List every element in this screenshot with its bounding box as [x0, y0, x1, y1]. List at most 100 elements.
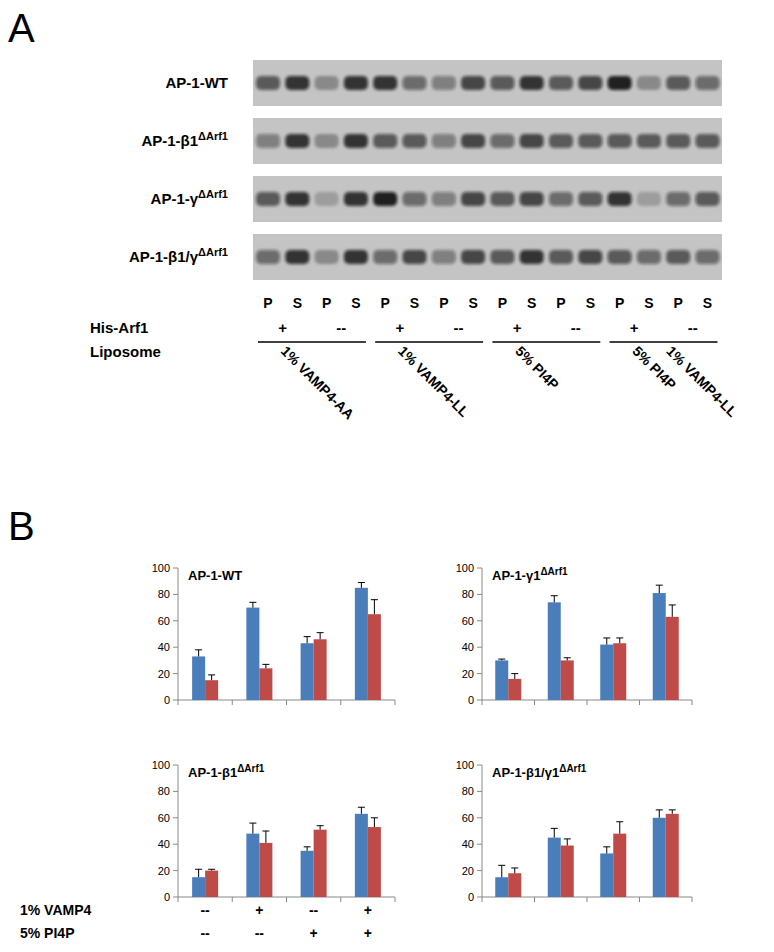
x-tick	[395, 700, 396, 705]
y-tick-label: 100	[456, 759, 474, 771]
y-tick-label: 20	[158, 668, 170, 680]
y-tick	[173, 897, 178, 898]
x-tick	[286, 897, 287, 902]
error-bar	[208, 675, 215, 680]
error-stem	[252, 602, 253, 607]
bar	[561, 846, 574, 897]
bar-chart: 020406080100AP-1-β1ΔArf1	[152, 759, 395, 903]
bars	[495, 810, 679, 897]
y-tick	[477, 791, 482, 792]
y-tick-label: 0	[468, 891, 474, 903]
blot-label: AP-1-WT	[166, 74, 229, 91]
error-stem	[307, 847, 308, 851]
error-bar	[262, 664, 269, 668]
his-arf1-mark: +	[630, 319, 639, 336]
error-bar	[304, 637, 311, 644]
band	[432, 134, 456, 148]
band	[403, 250, 427, 264]
bars	[192, 583, 381, 700]
error-stem	[211, 675, 212, 680]
error-cap	[603, 637, 610, 638]
bar	[508, 873, 521, 897]
bar	[548, 602, 561, 700]
y-tick	[477, 817, 482, 818]
x-tick	[286, 700, 287, 705]
band	[344, 134, 368, 148]
error-stem	[619, 638, 620, 643]
x-tick	[692, 897, 693, 902]
y-tick	[173, 673, 178, 674]
y-tick	[173, 791, 178, 792]
lane-label: S	[703, 295, 712, 311]
error-bar	[358, 583, 365, 588]
error-cap	[358, 807, 365, 808]
error-cap	[208, 869, 215, 870]
condition-mark: +	[310, 925, 318, 941]
bar	[613, 643, 626, 700]
lane-label: S	[468, 295, 477, 311]
error-stem	[514, 868, 515, 873]
error-stem	[361, 583, 362, 588]
y-tick-label: 20	[462, 865, 474, 877]
error-stem	[554, 828, 555, 837]
band	[637, 134, 661, 148]
error-cap	[656, 809, 663, 810]
lane-label: P	[322, 295, 331, 311]
band	[432, 76, 456, 90]
liposome-label: 5% PI4P	[512, 343, 562, 393]
error-bar	[616, 638, 623, 643]
y-tick	[173, 844, 178, 845]
y-tick-label: 0	[164, 891, 170, 903]
x-tick	[340, 897, 341, 902]
lane-label: P	[615, 295, 624, 311]
band	[315, 76, 339, 90]
error-cap	[616, 637, 623, 638]
error-cap	[195, 869, 202, 870]
y-tick-label: 20	[462, 668, 474, 680]
his-arf1-mark: --	[571, 319, 581, 336]
band	[696, 76, 720, 90]
error-bar	[249, 823, 256, 834]
y-tick-label: 40	[158, 641, 170, 653]
band	[520, 250, 544, 264]
error-stem	[307, 637, 308, 644]
band	[461, 192, 485, 206]
band	[373, 76, 397, 90]
y-tick	[477, 700, 482, 701]
bars	[192, 807, 381, 897]
blot-strip	[253, 60, 722, 106]
y-tick-label: 60	[158, 615, 170, 627]
bar	[368, 827, 381, 897]
band	[373, 134, 397, 148]
error-cap	[498, 865, 505, 866]
band	[285, 134, 309, 148]
y-axis	[178, 568, 179, 700]
error-bar	[551, 596, 558, 603]
his-arf1-mark: +	[395, 319, 404, 336]
y-tick	[477, 870, 482, 871]
band	[315, 192, 339, 206]
band	[696, 134, 720, 148]
x-tick	[232, 897, 233, 902]
bar	[205, 680, 218, 700]
error-stem	[361, 807, 362, 814]
band	[344, 250, 368, 264]
lane-label: S	[586, 295, 595, 311]
error-stem	[374, 818, 375, 827]
error-stem	[606, 847, 607, 854]
error-bar	[498, 865, 505, 877]
error-bar	[603, 847, 610, 854]
band	[520, 192, 544, 206]
error-cap	[304, 636, 311, 637]
band	[490, 134, 514, 148]
band	[256, 134, 280, 148]
bar	[508, 679, 521, 700]
y-tick	[477, 647, 482, 648]
panel-label: B	[8, 504, 35, 548]
error-cap	[208, 674, 215, 675]
lane-label: S	[351, 295, 360, 311]
error-stem	[265, 831, 266, 843]
lane-label: S	[644, 295, 653, 311]
his-arf1-mark: --	[336, 319, 346, 336]
error-bar	[317, 826, 324, 830]
